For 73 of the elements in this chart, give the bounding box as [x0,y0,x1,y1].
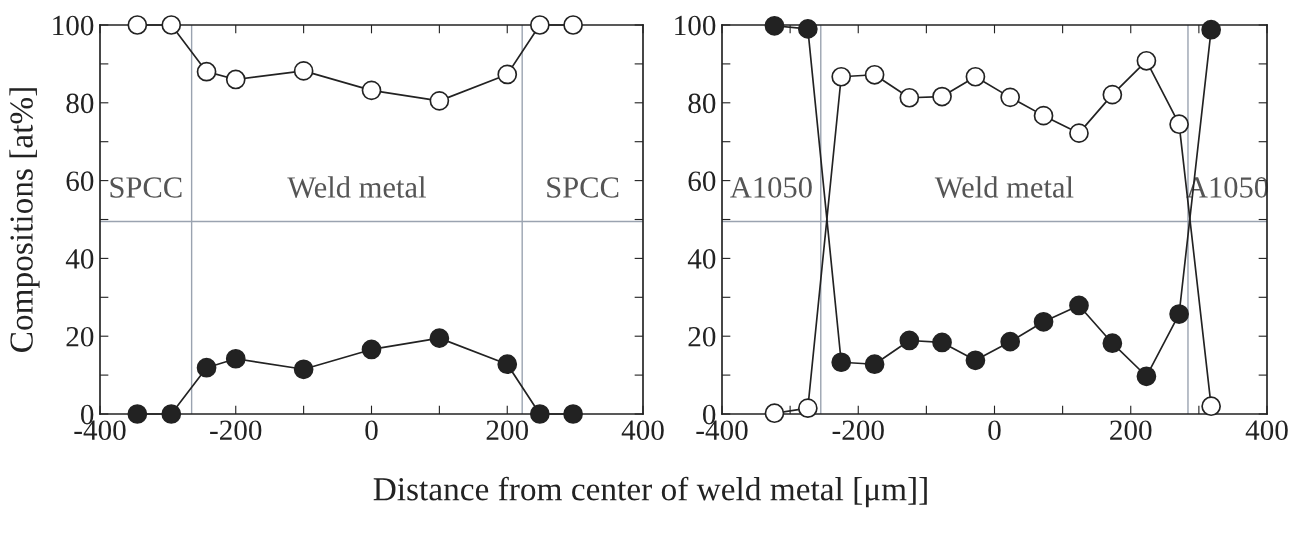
x-tick-label: 0 [365,420,378,441]
y-tick-label: 100 [53,15,94,36]
x-tick-label: -200 [832,420,884,441]
point [127,15,148,35]
point [361,339,382,360]
point [429,328,450,349]
point [899,330,920,351]
y-tick-label: 80 [688,93,716,114]
point [899,87,920,108]
annotation: Weld metal [287,176,426,198]
point [161,404,182,424]
point [1000,331,1021,352]
point [196,357,217,378]
point [361,80,382,101]
point [161,15,182,35]
annotation: A1050 [730,177,812,198]
point [1136,366,1157,387]
x-tick-label: -200 [210,420,262,441]
point [293,61,314,81]
point [764,15,785,36]
point [965,350,986,371]
point [797,19,818,39]
x-tick-label: 200 [486,420,529,441]
x-tick-label: 200 [1110,420,1152,441]
point [1169,304,1189,324]
point [1169,114,1189,135]
point [864,64,885,85]
point [529,404,550,424]
y-tick-label: 100 [675,15,716,36]
point [293,359,314,380]
point [764,403,785,424]
point [797,398,818,419]
y-tick-label: 40 [65,249,94,269]
annotation: SPCC [110,177,182,198]
point [932,86,952,107]
y-tick-label: 20 [688,326,716,347]
point [529,15,550,35]
x-tick-label: 400 [621,420,664,441]
point [497,354,518,375]
y-tick-label: 20 [66,326,94,347]
point [196,61,217,82]
point [831,352,852,373]
point [563,404,583,424]
point [831,66,852,87]
point [127,404,148,424]
x-tick-label: 400 [1245,420,1288,441]
y-tick-label: 60 [66,171,94,192]
y-tick-label: 40 [687,249,716,269]
point [497,64,518,85]
point [1033,311,1054,332]
point [1136,50,1157,71]
point [864,354,885,375]
point [225,69,246,90]
y-axis-title: Compositions [at%] [9,88,40,352]
point [563,15,583,35]
point [1069,123,1089,144]
x-axis-title: Distance from center of weld metal [μm]] [373,476,927,508]
y-tick-label: 60 [688,171,716,192]
point [225,348,246,369]
point [1102,333,1123,354]
y-tick-label: 80 [66,93,94,114]
point [1069,295,1089,316]
point [932,332,952,353]
x-tick-label: 0 [988,420,1001,441]
point [429,90,450,111]
point [1201,19,1222,40]
point [1102,84,1123,105]
point [1033,105,1054,126]
annotation: SPCC [547,177,619,198]
annotation: Weld metal [934,176,1074,198]
point [965,66,986,87]
point [1000,87,1021,108]
point [1201,396,1222,417]
